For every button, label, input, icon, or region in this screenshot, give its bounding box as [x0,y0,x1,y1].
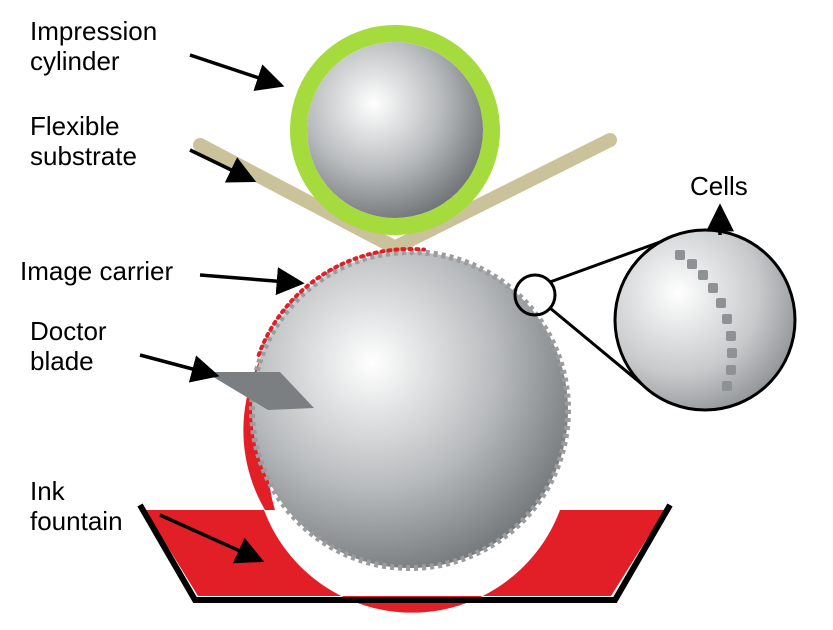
impression-cylinder [299,34,492,227]
label-fountain-1: Ink [30,476,66,506]
label-substrate-1: Flexible [30,111,120,141]
gravure-sphere [252,252,568,568]
label-substrate-2: substrate [30,141,137,171]
label-fountain-2: fountain [30,506,123,536]
label-blade-1: Doctor [30,316,107,346]
label-cells: Cells [690,171,748,201]
label-blade-2: blade [30,346,94,376]
label-impression-2: cylinder [30,46,120,76]
label-impression-1: Impression [30,16,157,46]
label-carrier: Image carrier [20,256,173,286]
impression-sphere [307,42,483,218]
arrow-blade [140,355,215,375]
arrow-impression [190,55,280,85]
arrow-carrier [200,275,300,283]
